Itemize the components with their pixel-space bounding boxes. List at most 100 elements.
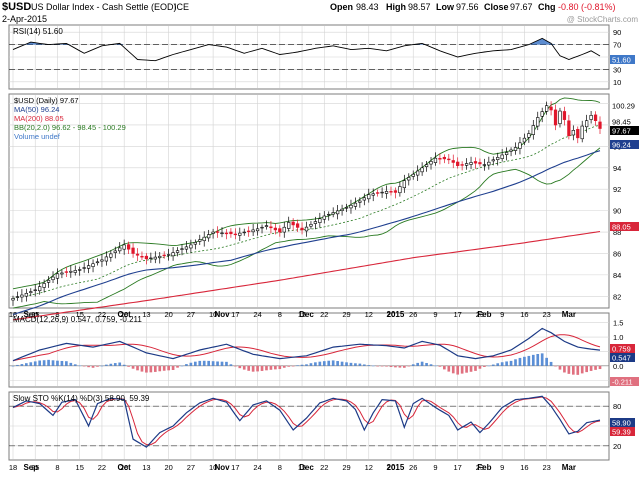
macd-histogram-bar (327, 360, 331, 366)
x-day-label: 25 (31, 463, 39, 472)
x-day-label: 17 (231, 463, 239, 472)
macd-histogram-bar (358, 363, 362, 366)
price-panel-frame (8, 93, 610, 309)
macd-histogram-bar (576, 365, 580, 375)
candle-body (309, 224, 313, 227)
candle-body (416, 170, 420, 176)
sto-k-tag (610, 418, 635, 427)
chg-label: Chg (538, 2, 556, 12)
x-day-label: 24 (253, 463, 261, 472)
macd-histogram-bar (420, 361, 424, 366)
candle-body (567, 120, 571, 136)
candle-body (509, 149, 513, 152)
quote-summary: Open 98.43 High 98.57 Low 97.56 Close 97… (330, 2, 616, 12)
macd-histogram-bar (162, 365, 166, 371)
candle-body (140, 256, 144, 258)
macd-histogram-bar (207, 360, 211, 366)
macd-histogram-bar (331, 360, 335, 366)
candle-body (60, 272, 64, 275)
candle-body (331, 212, 335, 215)
rsi-value-tag: 51.60 (610, 55, 635, 65)
candle-body (291, 221, 295, 226)
candle-body (153, 256, 157, 260)
candle-body (113, 250, 117, 253)
macd-histogram-bar (247, 365, 251, 371)
candle-body (460, 164, 464, 166)
x-day-label: 15 (298, 463, 306, 472)
macd-histogram-bar (474, 365, 477, 371)
candle-body (318, 218, 322, 223)
price-tick-label: 82 (613, 292, 621, 301)
candle-body (287, 222, 291, 229)
macd-histogram-bar (260, 365, 264, 371)
macd-histogram-bar (429, 364, 433, 366)
macd-histogram-bar (589, 365, 593, 371)
x-day-label: 23 (542, 310, 550, 319)
macd-histogram-bar (60, 360, 64, 366)
candle-body (46, 279, 51, 283)
macd-histogram-bar (16, 364, 19, 366)
candle-body (376, 192, 380, 194)
candle-body (393, 190, 398, 193)
x-day-label: 18 (9, 463, 17, 472)
sto-d-label: 59.39 (612, 428, 631, 437)
ma200-line (12, 230, 601, 321)
x-day-label: 27 (187, 310, 195, 319)
candle-body (558, 110, 562, 125)
candle-body (398, 186, 402, 194)
macd-histogram-bar (251, 365, 255, 372)
macd-histogram-bar (540, 353, 544, 366)
candle-body (469, 162, 473, 165)
candle-body (211, 231, 215, 234)
macd-histogram-bar (176, 365, 179, 368)
macd-histogram-bar (234, 365, 237, 367)
macd-histogram-bar (505, 361, 508, 366)
macd-histogram-bar (496, 363, 500, 366)
x-day-label: 8 (55, 463, 59, 472)
close-label: Close (484, 2, 509, 12)
macd-histogram-bar (131, 365, 135, 369)
candle-body (131, 247, 135, 254)
x-day-label: 9 (500, 310, 504, 319)
candle-body (295, 223, 300, 228)
macd-histogram-bar (527, 355, 531, 366)
candle-body (562, 111, 567, 120)
candle-body (442, 156, 446, 160)
macd-histogram-bar (402, 365, 406, 368)
macd-tick-label: 1.0 (613, 333, 623, 342)
macd-histogram-bar (145, 365, 148, 373)
x-day-label: 17 (231, 310, 239, 319)
candle-body (531, 125, 535, 135)
macd-histogram-bar (300, 364, 304, 366)
macd-histogram-bar (118, 362, 122, 366)
close-value: 97.67 (510, 2, 533, 12)
x-day-label: 13 (142, 310, 150, 319)
candle-body (255, 228, 260, 232)
candle-body (451, 160, 455, 163)
macd-histogram-bar (549, 361, 553, 366)
x-day-label: 20 (164, 310, 172, 319)
candle-body (340, 208, 344, 211)
macd-histogram-bar (500, 362, 504, 366)
macd-histogram-bar (594, 365, 597, 370)
macd-histogram-bar (42, 360, 46, 366)
x-day-label: 29 (342, 463, 350, 472)
macd-histogram-bar (136, 365, 139, 371)
macd-hist-tag (610, 377, 639, 386)
sto-tick-label: 20 (613, 442, 621, 451)
candle-body (269, 226, 273, 229)
candle-body (371, 193, 375, 196)
macd-histogram-bar (371, 365, 375, 367)
low-label: Low (436, 2, 455, 12)
macd-histogram-bar (411, 364, 415, 366)
candle-body (593, 114, 598, 121)
macd-histogram-bar (242, 365, 246, 370)
macd-histogram-bar (465, 365, 468, 373)
rsi-legend: RSI(14) 51.60 (13, 27, 63, 36)
macd-line-tag (610, 353, 635, 362)
x-day-label: 17 (454, 310, 462, 319)
close-tag-label: 97.67 (612, 127, 631, 136)
candle-body (384, 191, 389, 194)
low-value: 97.56 (456, 2, 479, 12)
macd-histogram-bar (109, 363, 113, 366)
